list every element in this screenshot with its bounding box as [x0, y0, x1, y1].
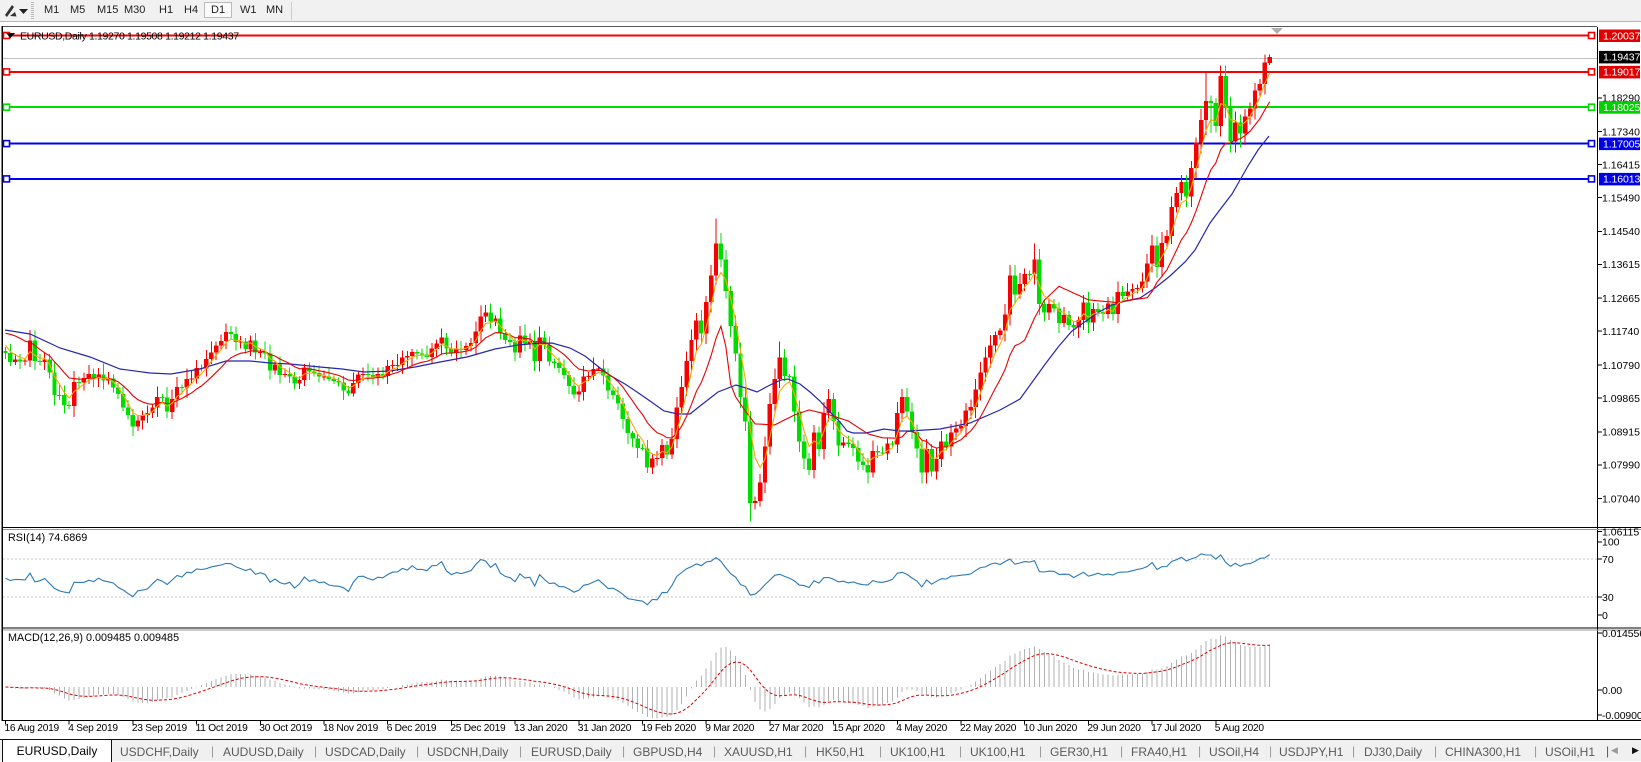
svg-text:1.19017: 1.19017 — [1603, 67, 1641, 79]
svg-text:1.10790: 1.10790 — [1602, 360, 1640, 372]
svg-text:27 Mar 2020: 27 Mar 2020 — [769, 723, 824, 734]
svg-text:1.15490: 1.15490 — [1602, 192, 1640, 204]
svg-text:11 Oct 2019: 11 Oct 2019 — [196, 723, 249, 734]
svg-text:4 May 2020: 4 May 2020 — [896, 723, 947, 734]
svg-text:1.17005: 1.17005 — [1603, 138, 1641, 150]
svg-text:1.11740: 1.11740 — [1602, 326, 1639, 338]
svg-text:1.06115: 1.06115 — [1602, 527, 1639, 539]
svg-text:1.12665: 1.12665 — [1602, 293, 1640, 305]
svg-text:100: 100 — [1602, 537, 1620, 549]
svg-text:5 Aug 2020: 5 Aug 2020 — [1215, 723, 1265, 734]
svg-text:1.16013: 1.16013 — [1603, 174, 1641, 186]
svg-text:1.13615: 1.13615 — [1602, 259, 1640, 271]
svg-text:1.07990: 1.07990 — [1602, 460, 1640, 472]
svg-text:1.17340: 1.17340 — [1602, 126, 1640, 138]
svg-text:1.20037: 1.20037 — [1603, 30, 1641, 42]
svg-text:9 Mar 2020: 9 Mar 2020 — [705, 723, 755, 734]
svg-text:1.08915: 1.08915 — [1602, 427, 1640, 439]
svg-text:1.07040: 1.07040 — [1602, 494, 1640, 506]
svg-text:29 Jun 2020: 29 Jun 2020 — [1087, 723, 1141, 734]
svg-text:15 Apr 2020: 15 Apr 2020 — [833, 723, 886, 734]
svg-text:19 Feb 2020: 19 Feb 2020 — [642, 723, 697, 734]
svg-text:16 Aug 2019: 16 Aug 2019 — [5, 723, 60, 734]
svg-text:22 May 2020: 22 May 2020 — [960, 723, 1017, 734]
svg-text:0: 0 — [1602, 610, 1608, 622]
svg-text:30 Oct 2019: 30 Oct 2019 — [259, 723, 312, 734]
svg-text:18 Nov 2019: 18 Nov 2019 — [323, 723, 379, 734]
svg-text:1.19437: 1.19437 — [1603, 52, 1641, 64]
svg-text:10 Jun 2020: 10 Jun 2020 — [1024, 723, 1078, 734]
svg-text:0.014556: 0.014556 — [1602, 628, 1641, 640]
svg-text:1.18025: 1.18025 — [1603, 102, 1641, 114]
svg-text:23 Sep 2019: 23 Sep 2019 — [132, 723, 188, 734]
svg-text:0.00: 0.00 — [1602, 685, 1622, 697]
svg-text:EURUSD,Daily 1.19270 1.19508 1: EURUSD,Daily 1.19270 1.19508 1.19212 1.1… — [20, 31, 239, 43]
svg-text:17 Jul 2020: 17 Jul 2020 — [1151, 723, 1202, 734]
svg-text:RSI(14) 74.6869: RSI(14) 74.6869 — [8, 532, 87, 544]
svg-text:6 Dec 2019: 6 Dec 2019 — [387, 723, 437, 734]
svg-text:70: 70 — [1602, 554, 1614, 566]
svg-text:31 Jan 2020: 31 Jan 2020 — [578, 723, 632, 734]
svg-text:4 Sep 2019: 4 Sep 2019 — [68, 723, 118, 734]
svg-text:1.09865: 1.09865 — [1602, 393, 1640, 405]
svg-text:1.14540: 1.14540 — [1602, 226, 1640, 238]
svg-text:1.16415: 1.16415 — [1602, 159, 1640, 171]
svg-text:30: 30 — [1602, 592, 1614, 604]
svg-text:MACD(12,26,9) 0.009485 0.00948: MACD(12,26,9) 0.009485 0.009485 — [8, 632, 179, 644]
svg-text:13 Jan 2020: 13 Jan 2020 — [514, 723, 568, 734]
svg-text:25 Dec 2019: 25 Dec 2019 — [450, 723, 506, 734]
